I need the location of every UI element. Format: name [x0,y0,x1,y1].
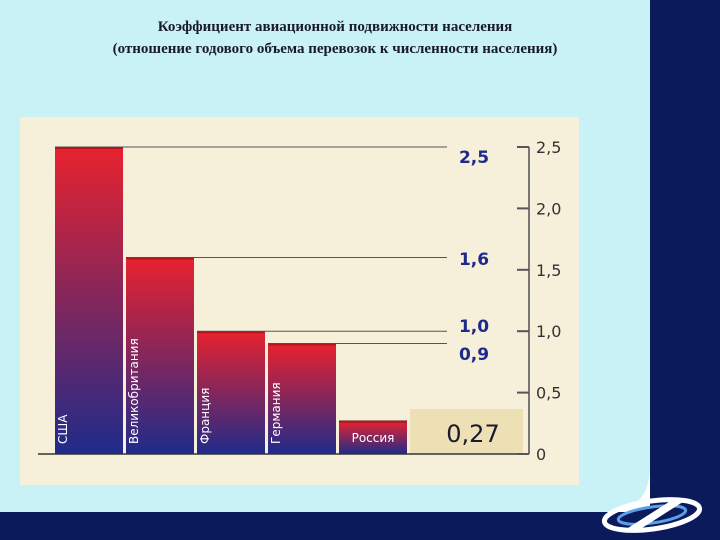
y-tick-label: 2,5 [536,138,561,157]
category-label: Франция [198,388,212,444]
category-label: Россия [352,431,395,445]
y-tick-label: 0,5 [536,384,561,403]
bar-top-edge [197,331,265,334]
y-tick-label: 0 [536,445,546,464]
bar [268,343,336,454]
right-dark-strip [650,0,720,540]
value-labels: 2,5 1,6 1,0 0,9 0,27 [446,148,499,448]
value-label: 2,5 [459,148,489,168]
value-label: 1,6 [459,250,489,270]
chart-title: Коэффициент авиационной подвижности насе… [158,19,513,35]
russia-highlight-box [410,409,523,454]
value-label: 0,27 [446,420,499,448]
value-label: 0,9 [459,345,489,365]
bar-top-edge [268,343,336,346]
chart-subtitle: (отношение годового объема перевозок к ч… [113,41,558,57]
y-ticks: 0 0,5 1,0 1,5 2,0 2,5 [517,138,561,464]
bottom-dark-strip [0,512,720,540]
category-labels: США Великобритания Франция Германия Россия [56,338,394,445]
bar-top-edge [339,420,407,423]
category-label: США [56,414,70,444]
y-tick-label: 2,0 [536,199,561,218]
category-label: Германия [269,382,283,444]
y-tick-label: 1,0 [536,322,561,341]
bar-top-edge [55,147,123,149]
airline-logo-icon [601,497,703,533]
y-tick-label: 1,5 [536,261,561,280]
bar-top-edge [126,257,194,260]
bar [126,257,194,454]
bars [55,147,407,454]
bar [55,147,123,454]
bar [339,420,407,454]
bar [197,331,265,454]
value-label: 1,0 [459,317,489,337]
category-label: Великобритания [127,338,141,444]
